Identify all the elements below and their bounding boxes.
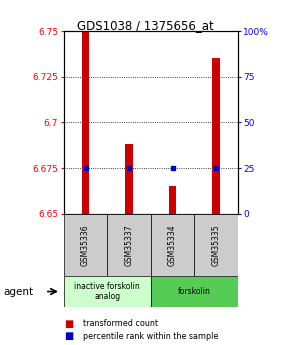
Bar xyxy=(168,187,176,214)
Bar xyxy=(125,145,133,214)
Text: forskolin: forskolin xyxy=(178,287,211,296)
Bar xyxy=(81,31,89,214)
Bar xyxy=(151,214,194,276)
Text: GDS1038 / 1375656_at: GDS1038 / 1375656_at xyxy=(77,19,213,32)
Bar xyxy=(107,214,151,276)
Text: transformed count: transformed count xyxy=(83,319,158,328)
Text: ■: ■ xyxy=(64,332,73,341)
Text: inactive forskolin
analog: inactive forskolin analog xyxy=(75,282,140,301)
Text: agent: agent xyxy=(3,287,33,296)
Bar xyxy=(64,214,107,276)
Text: GSM35334: GSM35334 xyxy=(168,224,177,266)
Text: ■: ■ xyxy=(64,319,73,328)
Text: percentile rank within the sample: percentile rank within the sample xyxy=(83,332,218,341)
Text: GSM35336: GSM35336 xyxy=(81,224,90,266)
Bar xyxy=(194,214,238,276)
Bar xyxy=(212,58,220,214)
Bar xyxy=(151,276,238,307)
Bar xyxy=(64,276,151,307)
Text: GSM35337: GSM35337 xyxy=(124,224,134,266)
Text: GSM35335: GSM35335 xyxy=(211,224,221,266)
